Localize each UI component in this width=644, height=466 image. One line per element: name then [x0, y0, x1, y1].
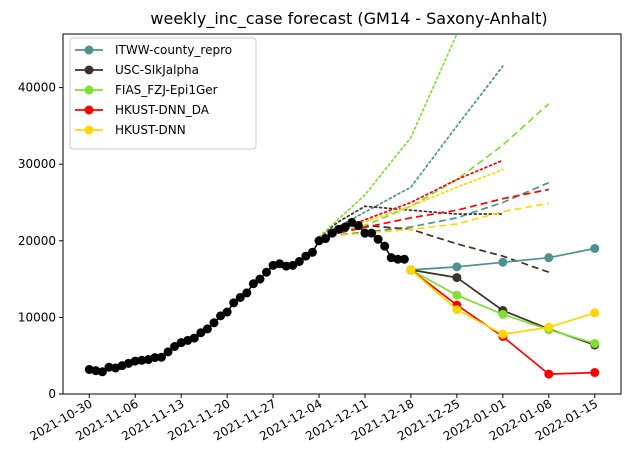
legend-3-label: HKUST-DNN_DA — [115, 103, 210, 117]
observed-point-25 — [248, 279, 258, 289]
series-4-point-4 — [590, 308, 600, 318]
observed-point-2 — [97, 367, 107, 377]
y-tick-label-1: 10000 — [18, 310, 56, 324]
y-tick-label-0: 0 — [48, 387, 56, 401]
series-4-point-0 — [406, 265, 416, 275]
series-4-point-3 — [544, 322, 554, 332]
series-4-point-2 — [498, 329, 508, 339]
series-4-line — [410, 269, 595, 336]
observed-point-48 — [399, 254, 409, 264]
series-0-point-4 — [590, 243, 600, 253]
legend-4-label: HKUST-DNN — [115, 123, 186, 137]
series-0-point-3 — [544, 253, 554, 263]
observed-point-23 — [235, 292, 245, 302]
legend-1-label: USC-SIkJalpha — [115, 63, 199, 77]
observed-point-7 — [130, 356, 140, 366]
observed-point-22 — [229, 298, 239, 308]
legend-0-marker — [84, 45, 94, 55]
series-3-upper-dashed-line — [318, 188, 549, 238]
observed-point-45 — [380, 241, 390, 251]
observed-point-11 — [156, 352, 166, 362]
legend-1-marker — [84, 65, 94, 75]
observed-point-21 — [222, 307, 232, 317]
legend-2-marker — [84, 85, 94, 95]
series-2-upper-dashed-line — [318, 103, 550, 238]
series-4-point-1 — [452, 305, 462, 315]
legend-2-label: FIAS_FZJ-Epi1Ger — [115, 83, 218, 97]
observed-point-47 — [393, 254, 403, 264]
observed-point-3 — [104, 362, 114, 372]
observed-point-16 — [189, 333, 199, 343]
observed-point-44 — [373, 234, 383, 244]
series-1-upper-dotted-line — [318, 205, 504, 238]
series-3-point-3 — [544, 369, 554, 379]
series-1-point-1 — [452, 273, 462, 283]
series-0-point-2 — [498, 257, 508, 267]
series-0-point-1 — [452, 262, 462, 272]
legend-3-marker — [84, 105, 94, 115]
observed-point-8 — [137, 355, 147, 365]
observed-point-33 — [301, 251, 311, 261]
observed-point-19 — [209, 318, 219, 328]
series-2-point-1 — [452, 290, 462, 300]
observed-point-27 — [262, 267, 272, 277]
chart-title: weekly_inc_case forecast (GM14 - Saxony-… — [150, 9, 547, 29]
axes-frame — [62, 33, 622, 395]
observed-point-37 — [327, 228, 337, 238]
observed-point-12 — [163, 347, 173, 357]
series-3-point-4 — [590, 368, 600, 378]
observed-point-13 — [170, 342, 180, 352]
observed-point-26 — [255, 274, 265, 284]
series-2-upper-dotted-line — [318, 34, 458, 238]
observed-point-31 — [288, 260, 298, 270]
observed-point-36 — [321, 234, 331, 244]
observed-point-32 — [294, 256, 304, 266]
y-tick-label-4: 40000 — [18, 81, 56, 95]
y-tick-label-3: 30000 — [18, 157, 56, 171]
observed-point-10 — [150, 353, 160, 363]
observed-point-30 — [281, 261, 291, 271]
observed-point-39 — [340, 222, 350, 232]
observed-point-18 — [202, 324, 212, 334]
observed-point-34 — [307, 247, 317, 257]
series-2-point-4 — [590, 338, 600, 348]
legend-4-marker — [84, 125, 94, 135]
y-tick-label-2: 20000 — [18, 234, 56, 248]
legend: ITWW-county_repro USC-SIkJalpha FIAS_FZJ-E… — [69, 37, 257, 150]
series-0-upper-dotted-line — [318, 65, 504, 238]
plot-area — [84, 34, 600, 379]
observed-point-41 — [353, 220, 363, 230]
observed-point-17 — [196, 328, 206, 338]
legend-box — [69, 37, 257, 150]
series-3-upper-dotted-line — [318, 159, 504, 238]
observed-point-24 — [242, 288, 252, 298]
observed-point-43 — [367, 228, 377, 238]
series-4-upper-dashed-line — [318, 202, 549, 238]
series-2-point-2 — [498, 309, 508, 319]
series-4-upper-dotted-line — [318, 168, 504, 238]
observed-point-42 — [360, 228, 370, 238]
legend-0-label: ITWW-county_repro — [115, 43, 232, 57]
observed-point-20 — [216, 311, 226, 321]
